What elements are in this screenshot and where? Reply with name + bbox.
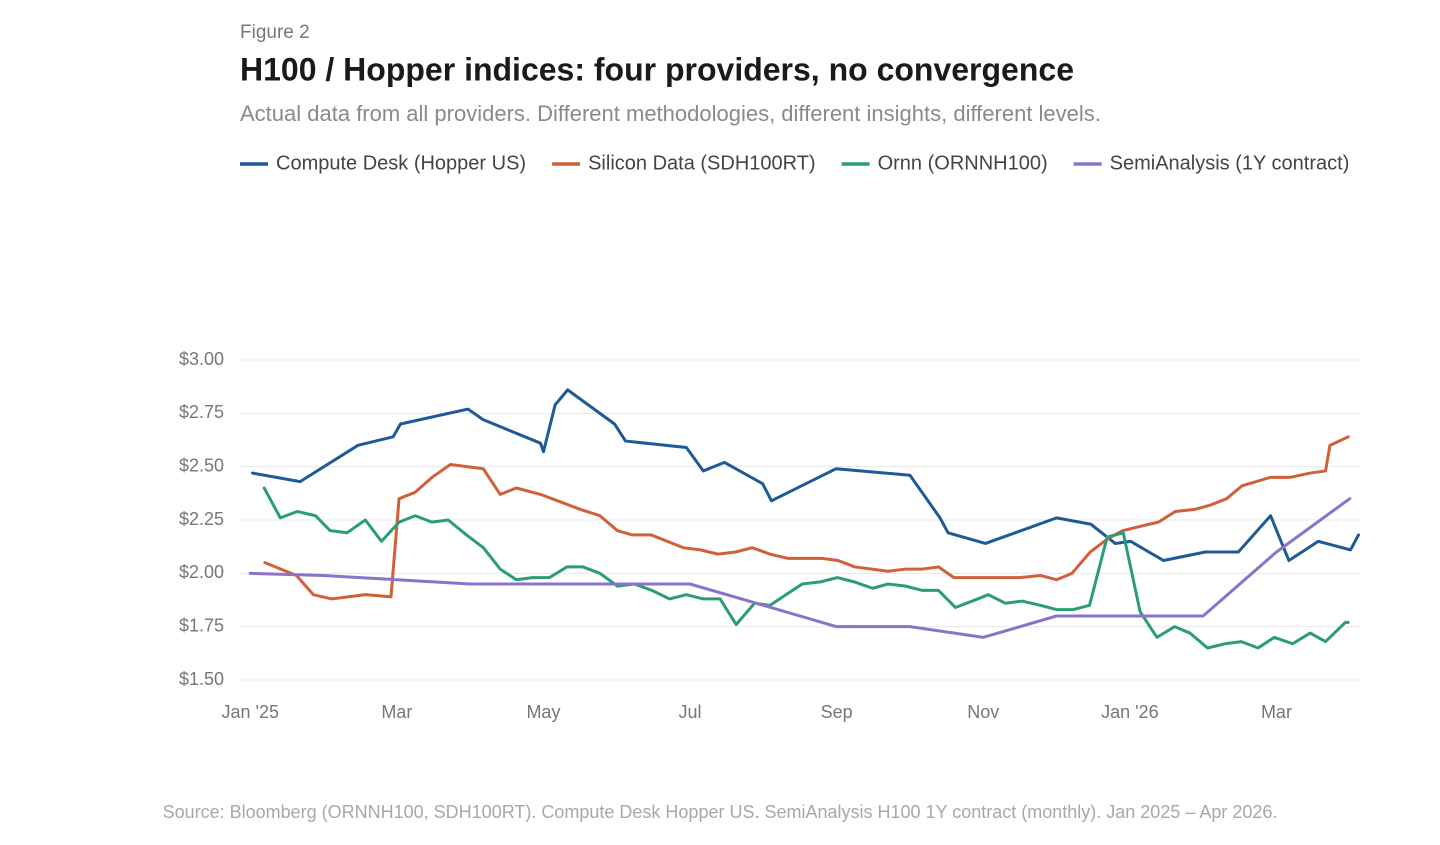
- series-line: [250, 388, 1361, 563]
- series-line: [248, 497, 1352, 639]
- x-tick-label: Jan '25: [222, 702, 279, 722]
- y-tick-label: $2.75: [179, 402, 224, 422]
- y-tick-label: $3.00: [179, 349, 224, 369]
- legend-label: Compute Desk (Hopper US): [276, 152, 526, 174]
- legend-label: Silicon Data (SDH100RT): [588, 152, 816, 174]
- series-line: [263, 435, 1350, 601]
- y-tick-label: $1.75: [179, 615, 224, 635]
- x-tick-label: Nov: [967, 702, 999, 722]
- x-tick-label: Sep: [821, 702, 853, 722]
- x-tick-label: Mar: [381, 702, 412, 722]
- legend-label: SemiAnalysis (1Y contract): [1110, 152, 1350, 174]
- x-tick-label: Jul: [679, 702, 702, 722]
- y-tick-label: $2.25: [179, 509, 224, 529]
- y-tick-label: $2.00: [179, 562, 224, 582]
- x-tick-label: May: [526, 702, 560, 722]
- chart-subtitle: Actual data from all providers. Differen…: [240, 101, 1101, 126]
- chart-title: H100 / Hopper indices: four providers, n…: [240, 51, 1074, 87]
- series-line: [262, 486, 1350, 650]
- y-tick-label: $1.50: [179, 669, 224, 689]
- source-note: Source: Bloomberg (ORNNH100, SDH100RT). …: [163, 802, 1278, 822]
- legend-label: Ornn (ORNNH100): [878, 152, 1048, 174]
- figure-label: Figure 2: [240, 22, 310, 43]
- x-tick-label: Jan '26: [1101, 702, 1158, 722]
- x-tick-label: Mar: [1261, 702, 1292, 722]
- y-tick-label: $2.50: [179, 455, 224, 475]
